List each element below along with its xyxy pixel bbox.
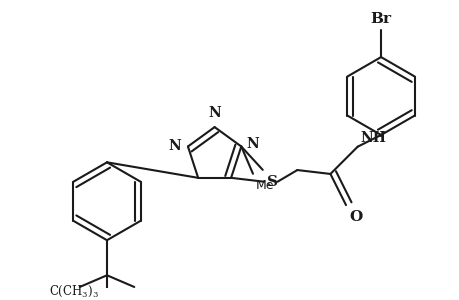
Text: Me: Me: [256, 179, 274, 192]
Text: S: S: [267, 175, 278, 189]
Text: Br: Br: [370, 12, 391, 26]
Text: N: N: [208, 106, 220, 120]
Text: N: N: [168, 140, 180, 154]
Text: NH: NH: [360, 130, 386, 145]
Text: $\mathregular{C(CH_3)_3}$: $\mathregular{C(CH_3)_3}$: [49, 284, 99, 299]
Text: O: O: [348, 210, 362, 224]
Text: N: N: [246, 137, 258, 152]
